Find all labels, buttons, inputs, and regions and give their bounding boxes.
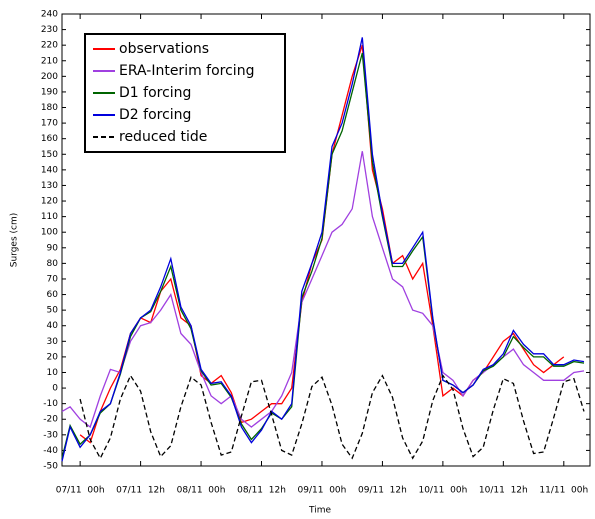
- series-line: [79, 374, 585, 460]
- y-tick-label: 190: [41, 87, 58, 97]
- y-tick-label: 150: [41, 150, 58, 160]
- y-tick-label: -20: [43, 415, 58, 425]
- x-tick-label: 11/11 00h: [539, 486, 588, 496]
- x-tick-label: 08/11 00h: [177, 486, 226, 496]
- series-line: [61, 151, 585, 429]
- x-tick-label: 09/11 12h: [358, 486, 407, 496]
- x-tick-label: 09/11 00h: [298, 486, 347, 496]
- y-tick-label: -50: [43, 462, 58, 472]
- y-tick-label: 40: [47, 321, 59, 331]
- y-tick-label: 30: [47, 337, 59, 347]
- y-tick-label: 100: [41, 228, 58, 238]
- y-tick-label: 160: [41, 134, 58, 144]
- y-tick-label: 110: [41, 212, 58, 222]
- y-axis-label: Surges (cm): [10, 213, 20, 268]
- legend-label: observations: [119, 41, 209, 57]
- y-tick-label: 200: [41, 72, 58, 82]
- x-tick-label: 08/11 12h: [237, 486, 286, 496]
- x-tick-label: 10/11 12h: [479, 486, 528, 496]
- y-tick-label: 170: [41, 119, 58, 129]
- y-tick-label: 80: [47, 259, 59, 269]
- y-tick-label: 70: [47, 274, 59, 284]
- y-tick-label: 10: [47, 368, 59, 378]
- legend-label: D1 forcing: [119, 85, 191, 101]
- plot-frame: [61, 13, 591, 467]
- y-tick-label: 20: [47, 352, 59, 362]
- y-tick-label: 130: [41, 181, 58, 191]
- y-tick-label: 140: [41, 165, 58, 175]
- y-tick-label: 120: [41, 197, 58, 207]
- x-tick-label: 07/11 00h: [56, 486, 105, 496]
- y-tick-label: 180: [41, 103, 58, 113]
- series-line: [61, 37, 585, 462]
- legend-label: D2 forcing: [119, 107, 191, 123]
- legend-box: [84, 33, 286, 153]
- y-tick-label: 60: [47, 290, 59, 300]
- y-tick-label: 0: [52, 384, 58, 394]
- y-tick-label: 50: [47, 306, 59, 316]
- legend-label: ERA-Interim forcing: [119, 63, 254, 79]
- legend-label: reduced tide: [119, 129, 207, 145]
- y-tick-label: 210: [41, 56, 58, 66]
- y-tick-label: -10: [43, 399, 58, 409]
- y-tick-label: -40: [43, 446, 58, 456]
- x-tick-label: 10/11 00h: [418, 486, 467, 496]
- y-tick-label: 90: [47, 243, 59, 253]
- series-line: [61, 52, 585, 459]
- x-tick-label: 07/11 12h: [116, 486, 165, 496]
- y-tick-label: 230: [41, 25, 58, 35]
- y-tick-label: -30: [43, 430, 58, 440]
- y-tick-label: 220: [41, 41, 58, 51]
- x-axis-label: Time: [308, 506, 331, 516]
- y-tick-label: 240: [41, 10, 58, 20]
